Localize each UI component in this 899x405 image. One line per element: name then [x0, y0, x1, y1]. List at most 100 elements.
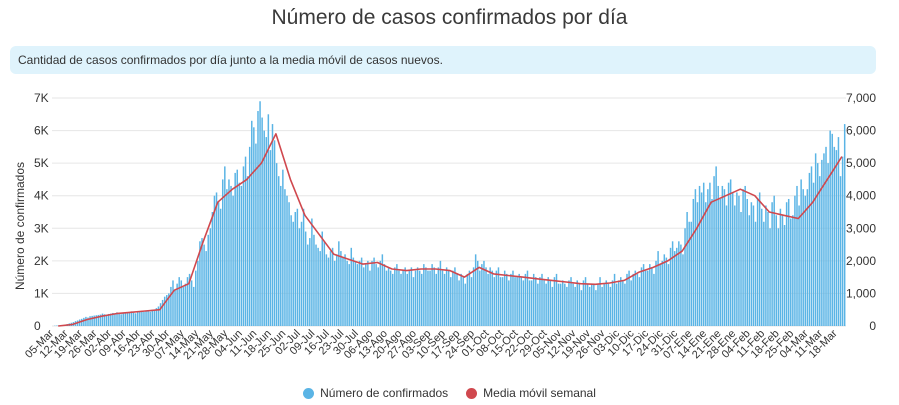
bar[interactable]	[495, 270, 498, 326]
bar[interactable]	[213, 195, 216, 326]
bar[interactable]	[414, 270, 417, 326]
bar[interactable]	[251, 120, 253, 326]
bar[interactable]	[663, 254, 666, 326]
bar[interactable]	[184, 283, 187, 326]
bar[interactable]	[510, 273, 512, 326]
bar[interactable]	[790, 218, 792, 326]
bar[interactable]	[219, 208, 222, 326]
bar[interactable]	[400, 273, 402, 326]
bar[interactable]	[153, 309, 156, 326]
bar[interactable]	[537, 283, 539, 326]
bar[interactable]	[259, 101, 261, 326]
bar[interactable]	[595, 290, 597, 326]
bar[interactable]	[454, 267, 456, 326]
bar[interactable]	[168, 293, 170, 326]
bar[interactable]	[433, 267, 435, 326]
bar[interactable]	[829, 130, 831, 326]
bar[interactable]	[684, 228, 686, 326]
bar[interactable]	[338, 241, 340, 326]
bar[interactable]	[246, 176, 249, 326]
bar[interactable]	[522, 280, 525, 326]
bar[interactable]	[719, 198, 722, 326]
bar[interactable]	[155, 308, 158, 326]
bar[interactable]	[464, 283, 467, 326]
bar[interactable]	[518, 273, 520, 326]
bar[interactable]	[512, 270, 514, 326]
bar[interactable]	[731, 192, 734, 326]
bar[interactable]	[696, 202, 699, 326]
bar[interactable]	[402, 270, 404, 326]
bar[interactable]	[445, 267, 448, 326]
bar[interactable]	[572, 283, 574, 326]
bar[interactable]	[711, 198, 713, 326]
bar[interactable]	[622, 280, 624, 326]
bar[interactable]	[423, 264, 425, 326]
bar[interactable]	[151, 309, 153, 326]
bar[interactable]	[620, 277, 622, 326]
bar[interactable]	[466, 273, 469, 326]
bar[interactable]	[192, 286, 195, 326]
bar[interactable]	[410, 267, 413, 326]
bar[interactable]	[360, 257, 363, 326]
bar[interactable]	[365, 264, 367, 326]
bar[interactable]	[197, 260, 199, 326]
bar[interactable]	[599, 277, 601, 326]
bar[interactable]	[431, 264, 433, 326]
bar[interactable]	[211, 212, 214, 326]
bar[interactable]	[244, 156, 247, 326]
bar[interactable]	[166, 295, 168, 326]
bar[interactable]	[230, 185, 232, 326]
bar[interactable]	[143, 311, 145, 326]
bar[interactable]	[356, 264, 359, 326]
bar[interactable]	[543, 280, 545, 326]
bar[interactable]	[796, 185, 798, 326]
bar[interactable]	[240, 185, 243, 326]
bar[interactable]	[493, 277, 496, 326]
bar[interactable]	[226, 189, 228, 326]
bar[interactable]	[586, 283, 589, 326]
bar[interactable]	[819, 176, 821, 326]
bar[interactable]	[744, 185, 746, 326]
bar[interactable]	[593, 283, 595, 326]
bar[interactable]	[491, 270, 493, 326]
bar[interactable]	[785, 202, 788, 326]
bar[interactable]	[398, 270, 400, 326]
bar[interactable]	[539, 277, 541, 326]
bar[interactable]	[644, 270, 647, 326]
bar[interactable]	[725, 205, 728, 326]
bar[interactable]	[835, 150, 838, 326]
bar[interactable]	[765, 205, 767, 326]
bar[interactable]	[821, 159, 823, 326]
bar[interactable]	[810, 166, 813, 326]
bar[interactable]	[321, 231, 323, 326]
bar[interactable]	[682, 254, 684, 326]
bar[interactable]	[271, 124, 274, 326]
bar[interactable]	[688, 221, 690, 326]
bar[interactable]	[404, 267, 406, 326]
bar[interactable]	[224, 166, 226, 326]
bar[interactable]	[551, 286, 554, 326]
bar[interactable]	[576, 280, 578, 326]
bar[interactable]	[319, 251, 321, 326]
bar[interactable]	[105, 314, 108, 326]
bar[interactable]	[804, 195, 807, 326]
bar[interactable]	[541, 273, 543, 326]
bar[interactable]	[134, 313, 137, 326]
bar[interactable]	[752, 205, 755, 326]
bar[interactable]	[178, 277, 180, 326]
bar[interactable]	[547, 277, 549, 326]
bar[interactable]	[729, 179, 732, 326]
bar[interactable]	[323, 241, 326, 326]
bar[interactable]	[640, 267, 643, 326]
bar[interactable]	[816, 163, 819, 326]
bar[interactable]	[468, 270, 471, 326]
bar[interactable]	[601, 286, 603, 326]
bar[interactable]	[690, 221, 693, 326]
bar[interactable]	[89, 316, 91, 326]
bar[interactable]	[628, 270, 630, 326]
bar[interactable]	[99, 314, 102, 326]
bar[interactable]	[101, 313, 104, 326]
bar[interactable]	[354, 260, 357, 326]
bar[interactable]	[479, 270, 481, 326]
bar[interactable]	[837, 137, 840, 326]
